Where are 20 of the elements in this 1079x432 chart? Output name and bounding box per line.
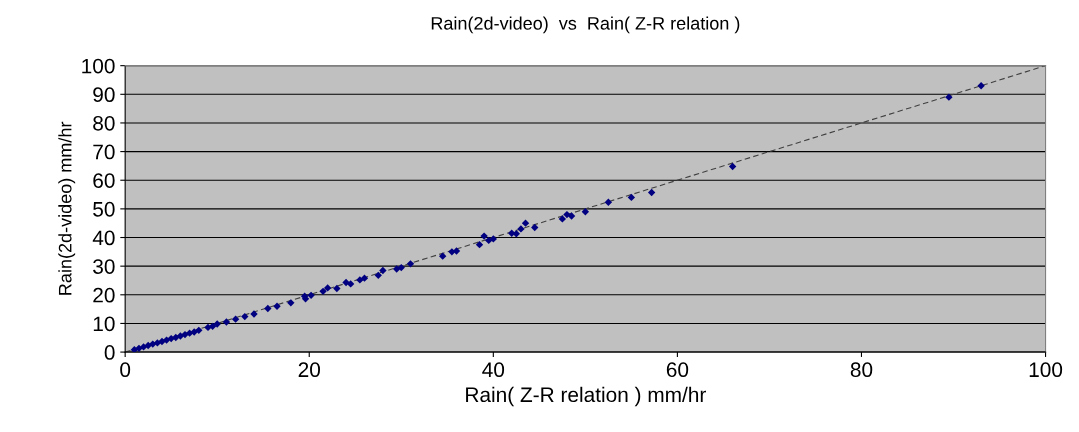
y-tick-label: 90 [93, 87, 115, 103]
x-tick-label: 60 [666, 362, 689, 378]
y-tick-label: 50 [93, 201, 115, 217]
chart-title: Rain(2d-video) vs Rain( Z-R relation ) [431, 16, 740, 34]
x-axis-title: Rain( Z-R relation ) mm/hr [466, 386, 706, 407]
x-tick-label: 20 [298, 362, 321, 378]
y-tick-label: 0 [104, 345, 115, 360]
y-tick-label: 80 [93, 115, 115, 131]
x-tick-label: 40 [482, 362, 505, 378]
y-tick-label: 10 [93, 316, 115, 332]
y-axis-title: Rain(2d-video) mm/hr [58, 121, 76, 295]
y-tick-label: 70 [93, 144, 115, 160]
y-tick-label: 20 [93, 287, 115, 303]
y-tick-label: 60 [93, 173, 115, 188]
y-tick-label: 30 [93, 259, 115, 274]
x-tick-label: 100 [1029, 362, 1063, 378]
x-tick-label: 80 [850, 362, 873, 378]
x-tick-label: 0 [120, 362, 131, 378]
y-tick-label: 100 [82, 58, 115, 74]
y-tick-label: 40 [92, 230, 115, 246]
